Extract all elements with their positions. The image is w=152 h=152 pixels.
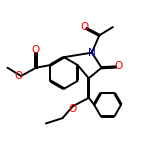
Text: O: O bbox=[69, 104, 77, 114]
Text: O: O bbox=[81, 22, 89, 32]
Text: O: O bbox=[14, 71, 22, 81]
Text: N: N bbox=[88, 48, 96, 58]
Text: O: O bbox=[114, 61, 123, 71]
Text: O: O bbox=[32, 45, 40, 55]
